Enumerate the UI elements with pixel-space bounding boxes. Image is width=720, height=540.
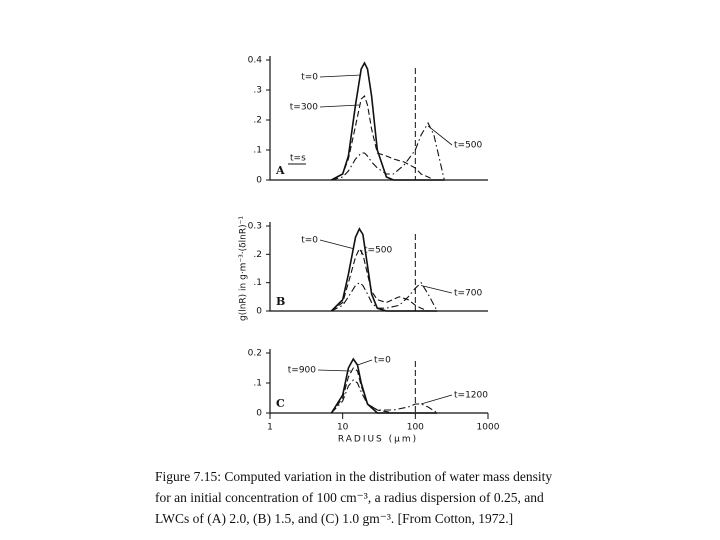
- series-label: t=1200: [454, 391, 488, 401]
- y-tick-label: .1: [253, 278, 262, 288]
- panel-label: B: [276, 295, 285, 308]
- series-label: t=0: [301, 236, 318, 246]
- y-tick-label: 0: [256, 176, 262, 186]
- series-label: t=300: [290, 103, 319, 113]
- series-label: t=500: [364, 246, 393, 256]
- leader-line: [319, 104, 360, 108]
- x-tick-label: 100: [407, 423, 424, 433]
- series-label: t=500: [454, 141, 483, 151]
- x-tick-label: 1: [267, 423, 273, 433]
- x-tick-label: 1000: [477, 423, 500, 433]
- y-tick-label: 0: [256, 307, 262, 317]
- series-line: [331, 121, 445, 181]
- leader-line: [317, 369, 351, 372]
- x-axis-label: RADIUS (μm): [338, 435, 418, 445]
- series-line: [330, 227, 438, 312]
- leader-line: [357, 359, 373, 366]
- leader-line: [360, 249, 363, 255]
- series-line: [331, 95, 445, 181]
- y-tick-label: .2: [253, 250, 262, 260]
- leader-line: [420, 285, 453, 294]
- caption-line: Figure 7.15: Computed variation in the d…: [155, 469, 552, 484]
- y-tick-label: .1: [253, 146, 262, 156]
- caption-line: for an initial concentration of 100 cm⁻³…: [155, 490, 544, 505]
- leader-line: [319, 74, 362, 78]
- series-line: [330, 357, 438, 414]
- leader-line: [427, 125, 453, 146]
- panel-label: C: [276, 397, 285, 410]
- series-line: [331, 247, 438, 312]
- series-label: t=900: [288, 366, 317, 376]
- y-tick-label: 0.3: [248, 222, 262, 232]
- series-line: [330, 367, 438, 414]
- leader-line: [319, 239, 354, 250]
- caption-line: LWCs of (A) 2.0, (B) 1.5, and (C) 1.0 gm…: [155, 511, 513, 526]
- series-label: t=0: [374, 356, 391, 366]
- annotation: t=s: [290, 154, 306, 164]
- y-tick-label: .3: [253, 86, 262, 96]
- x-tick-label: 10: [337, 423, 349, 433]
- series-line: [330, 379, 438, 414]
- series-line: [331, 61, 445, 181]
- leader-line: [420, 394, 453, 405]
- panel-label: A: [275, 164, 285, 177]
- y-tick-label: .1: [253, 379, 262, 389]
- series-label: t=0: [301, 73, 318, 83]
- y-tick-label: 0.4: [248, 56, 263, 66]
- y-tick-label: .2: [253, 116, 262, 126]
- y-tick-label: 0: [256, 409, 262, 419]
- y-tick-label: 0.2: [248, 349, 262, 359]
- series-line: [331, 281, 438, 312]
- series-label: t=700: [454, 289, 483, 299]
- y-axis-label: g(lnR) in g·m⁻³·(δlnR)⁻¹: [239, 216, 249, 321]
